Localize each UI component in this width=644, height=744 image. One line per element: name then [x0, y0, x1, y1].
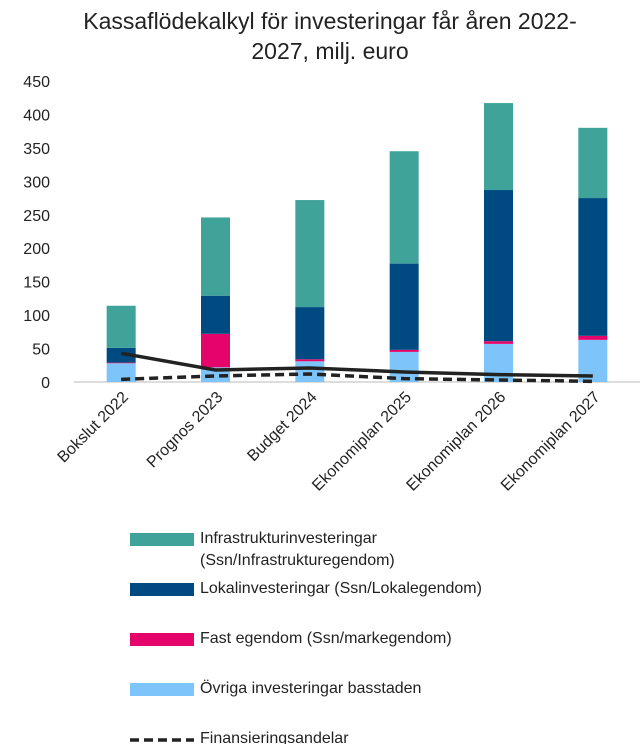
- legend-swatch: [130, 633, 194, 646]
- bar-segment: [578, 198, 608, 336]
- bar-segment: [201, 295, 230, 334]
- y-tick-label: 100: [23, 308, 50, 325]
- legend-item: Lokalinvesteringar (Ssn/Lokalegendom): [130, 578, 630, 628]
- bar-segment: [106, 305, 136, 348]
- legend-swatch: [130, 683, 194, 696]
- bar-segment: [295, 200, 325, 308]
- plot: 0 50 100 150 200 250 300 350 400 450 Bokslut 2022 P…: [23, 74, 640, 495]
- legend-item: Övriga investeringar basstaden: [130, 678, 630, 728]
- x-tick-label: Ekonomiplan 2026: [404, 389, 510, 495]
- legend-item: Finansieringsandelar: [130, 728, 630, 744]
- bar-segment: [389, 151, 419, 264]
- legend-swatch: [130, 738, 194, 742]
- bar-segment: [295, 307, 325, 360]
- bar-segment: [389, 349, 419, 352]
- y-tick-label: 300: [23, 174, 50, 191]
- legend-label: Infrastrukturinvesteringar (Ssn/Infrastr…: [200, 530, 395, 569]
- legend-swatch: [130, 533, 194, 546]
- y-tick-label: 400: [23, 107, 50, 124]
- legend: Infrastrukturinvesteringar (Ssn/Infrastr…: [130, 528, 630, 744]
- legend-item: Fast egendom (Ssn/markegendom): [130, 628, 630, 678]
- x-tick-label: Prognos 2023: [144, 389, 227, 472]
- line: [120, 351, 593, 378]
- bar-segment: [484, 190, 513, 342]
- bar-segment: [578, 127, 608, 199]
- bar-segment: [389, 263, 419, 350]
- x-tick-label: Bokslut 2022: [55, 389, 133, 467]
- legend-label: Lokalinvesteringar (Ssn/Lokalegendom): [200, 580, 482, 597]
- bar-segment: [295, 361, 325, 382]
- bar-segment: [201, 333, 230, 368]
- legend-label: Finansieringsandelar: [200, 730, 349, 744]
- legend-label: Fast egendom (Ssn/markegendom): [200, 630, 452, 647]
- y-tick-label: 150: [23, 275, 50, 292]
- bar-segment: [578, 335, 608, 340]
- legend-swatch: [130, 583, 194, 596]
- legend-item: Infrastrukturinvesteringar (Ssn/Infrastr…: [130, 528, 630, 578]
- line: [121, 372, 593, 384]
- bar-segment: [106, 347, 136, 363]
- x-tick-label: Ekonomiplan 2027: [498, 389, 604, 495]
- bar-segment: [484, 341, 513, 344]
- bar-segment: [484, 103, 513, 191]
- bar-segment: [106, 362, 136, 364]
- y-tick-label: 50: [32, 342, 50, 359]
- y-tick-label: 350: [23, 141, 50, 158]
- x-tick-label: Ekonomiplan 2025: [309, 389, 415, 495]
- y-tick-label: 450: [23, 74, 50, 91]
- y-tick-label: 200: [23, 241, 50, 258]
- y-tick-label: 0: [41, 375, 50, 392]
- y-tick-label: 250: [23, 208, 50, 225]
- bar-segment: [201, 217, 230, 296]
- chart-title: Kassaflödekalkyl för investeringar får å…: [83, 8, 577, 64]
- legend-label: Övriga investeringar basstaden: [200, 680, 422, 697]
- x-tick-label: Budget 2024: [244, 389, 320, 465]
- bar-segment: [295, 359, 325, 362]
